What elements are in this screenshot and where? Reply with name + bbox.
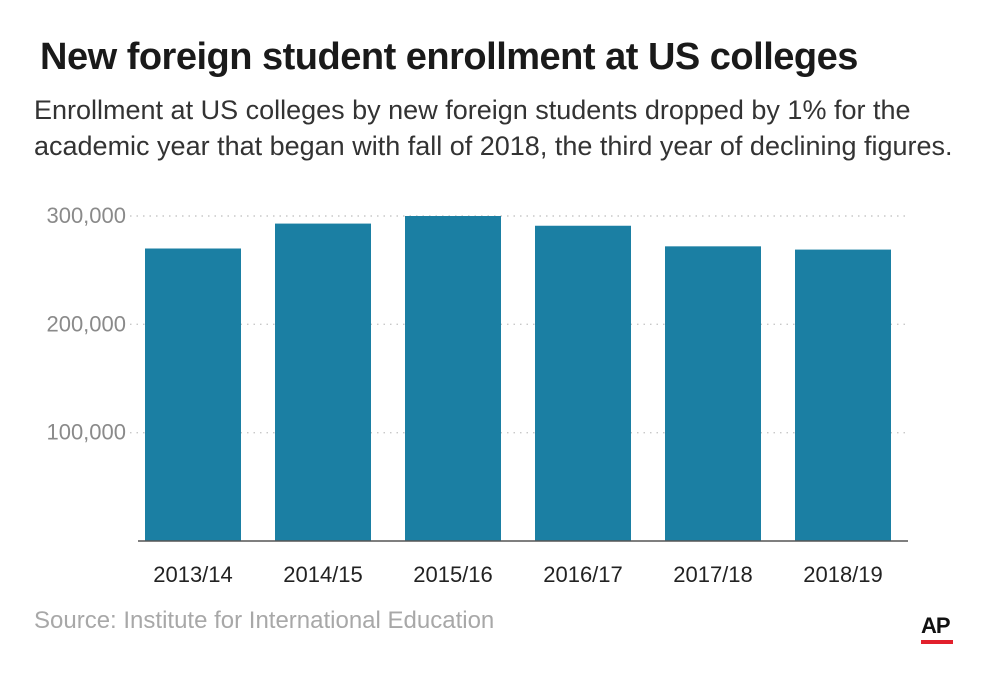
- bar-2017-18: [665, 246, 761, 542]
- bar-chart: 100,000 200,000 300,000 2013/14 2014/15 2015…: [46, 203, 908, 587]
- gridlines: [130, 215, 908, 434]
- bar-2014-15: [275, 223, 371, 542]
- bar-2013-14: [145, 248, 241, 541]
- x-tick-label: 2013/14: [153, 562, 233, 587]
- x-tick-label: 2016/17: [543, 562, 623, 587]
- y-tick-label: 100,000: [46, 420, 126, 445]
- y-axis-ticks: 100,000 200,000 300,000: [46, 203, 126, 445]
- y-tick-label: 300,000: [46, 203, 126, 228]
- bar-2015-16: [405, 216, 501, 541]
- x-axis-ticks: 2013/14 2014/15 2015/16 2016/17 2017/18 2018/…: [153, 562, 883, 587]
- ap-logo: AP: [921, 613, 951, 638]
- x-tick-label: 2014/15: [283, 562, 363, 587]
- bars: [145, 216, 891, 542]
- logo-underline: [921, 640, 953, 644]
- chart-subtitle: Enrollment at US colleges by new foreign…: [34, 95, 953, 161]
- x-tick-label: 2018/19: [803, 562, 883, 587]
- bar-2018-19: [795, 249, 891, 542]
- x-tick-label: 2015/16: [413, 562, 493, 587]
- y-tick-label: 200,000: [46, 311, 126, 336]
- chart-title: New foreign student enrollment at US col…: [40, 36, 858, 78]
- x-tick-label: 2017/18: [673, 562, 753, 587]
- source-note: Source: Institute for International Educ…: [34, 607, 495, 634]
- bar-2016-17: [535, 225, 631, 541]
